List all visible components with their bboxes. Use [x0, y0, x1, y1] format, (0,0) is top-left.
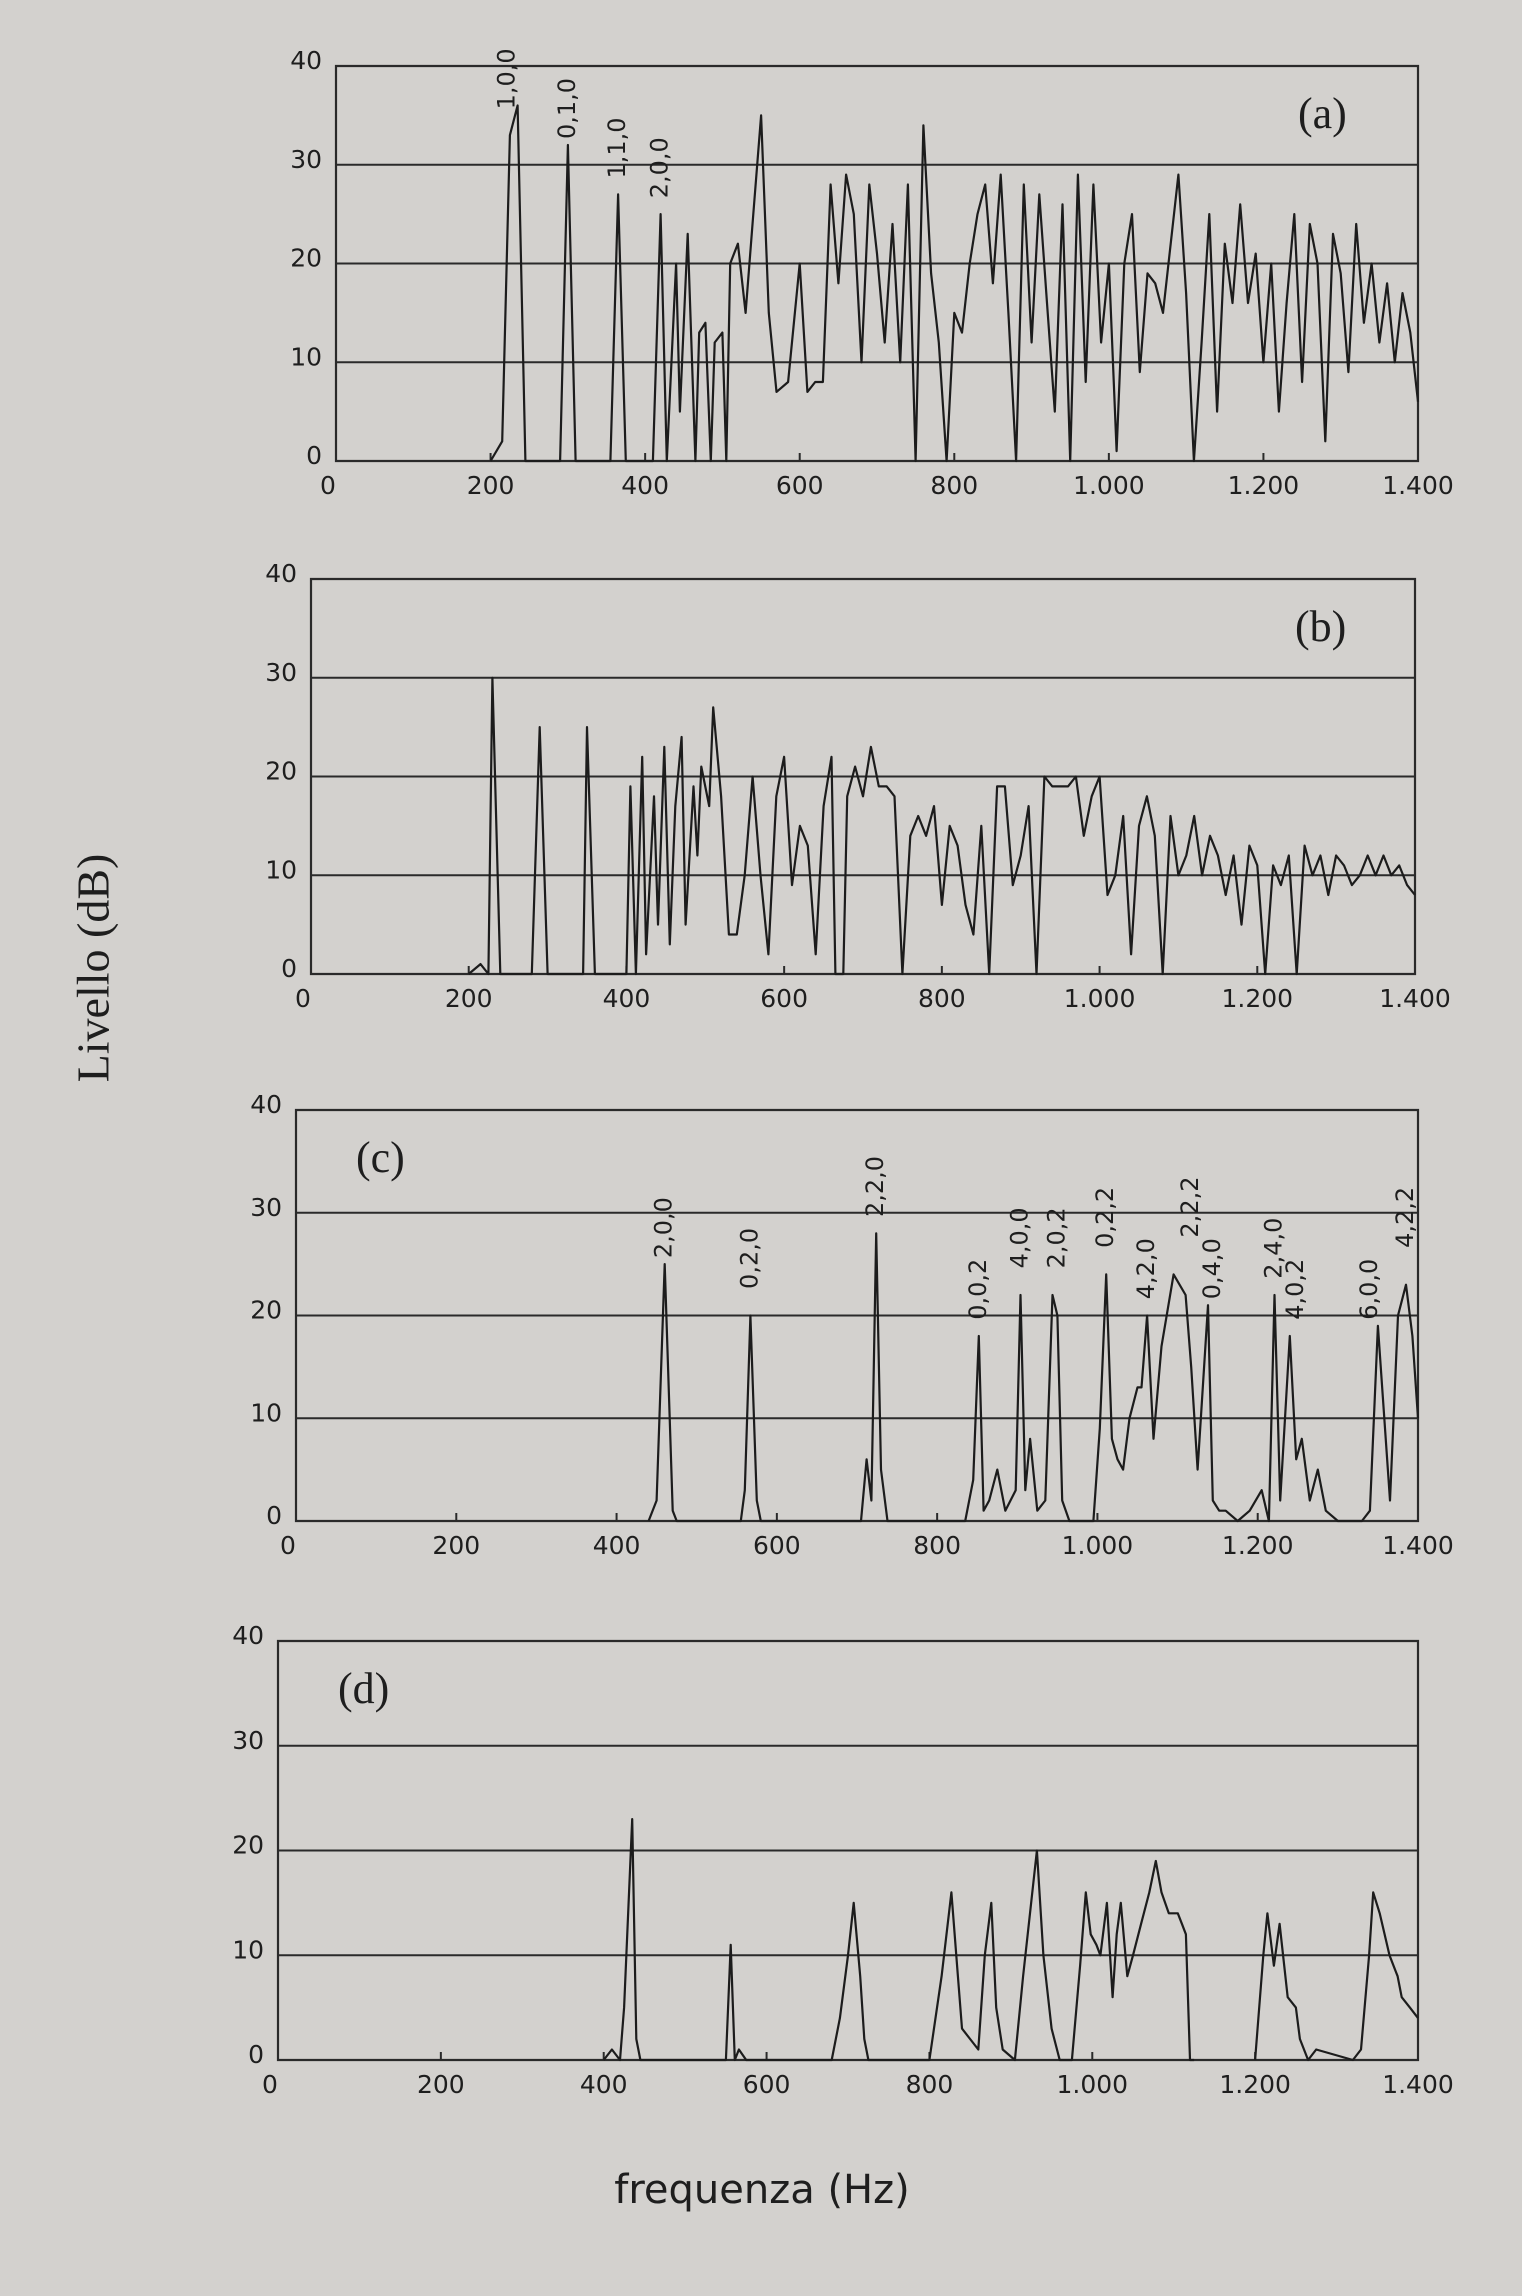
- y-tick-label: 10: [250, 1398, 282, 1427]
- x-tick-label: 400: [593, 1531, 641, 1560]
- y-tick-label: 10: [290, 342, 322, 371]
- spectrum-line: [647, 1232, 1420, 1523]
- y-tick-label: 40: [290, 46, 322, 75]
- x-tick-label: 200: [445, 984, 493, 1013]
- x-tick-label: 1.200: [1228, 471, 1300, 500]
- y-tick-label: 20: [265, 757, 297, 786]
- x-tick-label: 0: [262, 2070, 278, 2099]
- y-tick-label: 30: [232, 1726, 264, 1755]
- x-tick-label: 200: [467, 471, 515, 500]
- mode-label: 2,0,0: [650, 1197, 678, 1258]
- x-tick-label: 1.000: [1062, 1531, 1134, 1560]
- y-tick-label: 30: [250, 1193, 282, 1222]
- x-tick-label: 1.400: [1382, 471, 1454, 500]
- y-tick-label: 20: [290, 244, 322, 273]
- x-tick-label: 400: [621, 471, 669, 500]
- y-tick-label: 40: [232, 1621, 264, 1650]
- mode-label: 1,1,0: [603, 117, 631, 178]
- mode-label: 6,0,0: [1355, 1259, 1383, 1320]
- y-tick-label: 0: [266, 1501, 282, 1530]
- mode-label: 0,4,0: [1198, 1238, 1226, 1299]
- x-tick-label: 800: [930, 471, 978, 500]
- y-tick-label: 0: [248, 2040, 264, 2069]
- y-tick-label: 10: [232, 1935, 264, 1964]
- mode-label: 2,0,2: [1042, 1207, 1070, 1268]
- mode-label: 4,0,2: [1281, 1259, 1309, 1320]
- x-tick-label: 1.400: [1382, 2070, 1454, 2099]
- mode-label: 2,2,0: [861, 1156, 889, 1217]
- x-tick-label: 800: [913, 1531, 961, 1560]
- x-tick-label: 1.400: [1382, 1531, 1454, 1560]
- y-tick-label: 30: [290, 145, 322, 174]
- x-tick-label: 800: [906, 2070, 954, 2099]
- panel-title: (c): [356, 1133, 405, 1182]
- mode-label: 4,2,0: [1132, 1238, 1160, 1299]
- y-tick-label: 0: [306, 441, 322, 470]
- mode-label: 0,2,0: [735, 1228, 763, 1289]
- x-axis-label: frequenza (Hz): [614, 2167, 909, 2213]
- x-tick-label: 600: [753, 1531, 801, 1560]
- x-tick-label: 1.000: [1064, 984, 1136, 1013]
- x-tick-label: 600: [776, 471, 824, 500]
- mode-label: 4,2,2: [1391, 1187, 1419, 1248]
- x-tick-label: 800: [918, 984, 966, 1013]
- mode-label: 2,4,0: [1260, 1218, 1288, 1279]
- x-tick-label: 0: [295, 984, 311, 1013]
- panel-title: (d): [338, 1664, 389, 1713]
- mode-label: 2,2,2: [1176, 1176, 1204, 1237]
- panel-title: (a): [1298, 89, 1347, 138]
- y-tick-label: 0: [281, 954, 297, 983]
- panel-title: (b): [1295, 602, 1346, 651]
- mode-label: 0,1,0: [553, 78, 581, 139]
- mode-label: 1,0,0: [493, 48, 521, 109]
- spectrum-line: [602, 1818, 1419, 2062]
- x-tick-label: 400: [580, 2070, 628, 2099]
- x-tick-label: 0: [320, 471, 336, 500]
- x-tick-label: 1.400: [1379, 984, 1451, 1013]
- x-tick-label: 1.200: [1221, 984, 1293, 1013]
- x-tick-label: 0: [280, 1531, 296, 1560]
- x-tick-label: 600: [743, 2070, 791, 2099]
- x-tick-label: 600: [760, 984, 808, 1013]
- x-tick-label: 200: [432, 1531, 480, 1560]
- x-tick-label: 400: [603, 984, 651, 1013]
- x-tick-label: 1.200: [1222, 1531, 1294, 1560]
- spectrum-line: [489, 104, 1420, 463]
- y-tick-label: 10: [265, 855, 297, 884]
- x-tick-label: 200: [417, 2070, 465, 2099]
- y-tick-label: 20: [232, 1831, 264, 1860]
- x-tick-label: 1.200: [1219, 2070, 1291, 2099]
- mode-label: 0,2,2: [1091, 1187, 1119, 1248]
- y-tick-label: 20: [250, 1296, 282, 1325]
- spectrum-line: [467, 676, 1416, 976]
- x-tick-label: 1.000: [1056, 2070, 1128, 2099]
- y-tick-label: 40: [250, 1090, 282, 1119]
- mode-label: 0,0,2: [964, 1259, 992, 1320]
- y-tick-label: 40: [265, 559, 297, 588]
- mode-label: 2,0,0: [646, 137, 674, 198]
- x-tick-label: 1.000: [1073, 471, 1145, 500]
- mode-label: 4,0,0: [1005, 1207, 1033, 1268]
- y-axis-label: Livello (dB): [68, 854, 119, 1083]
- y-tick-label: 30: [265, 658, 297, 687]
